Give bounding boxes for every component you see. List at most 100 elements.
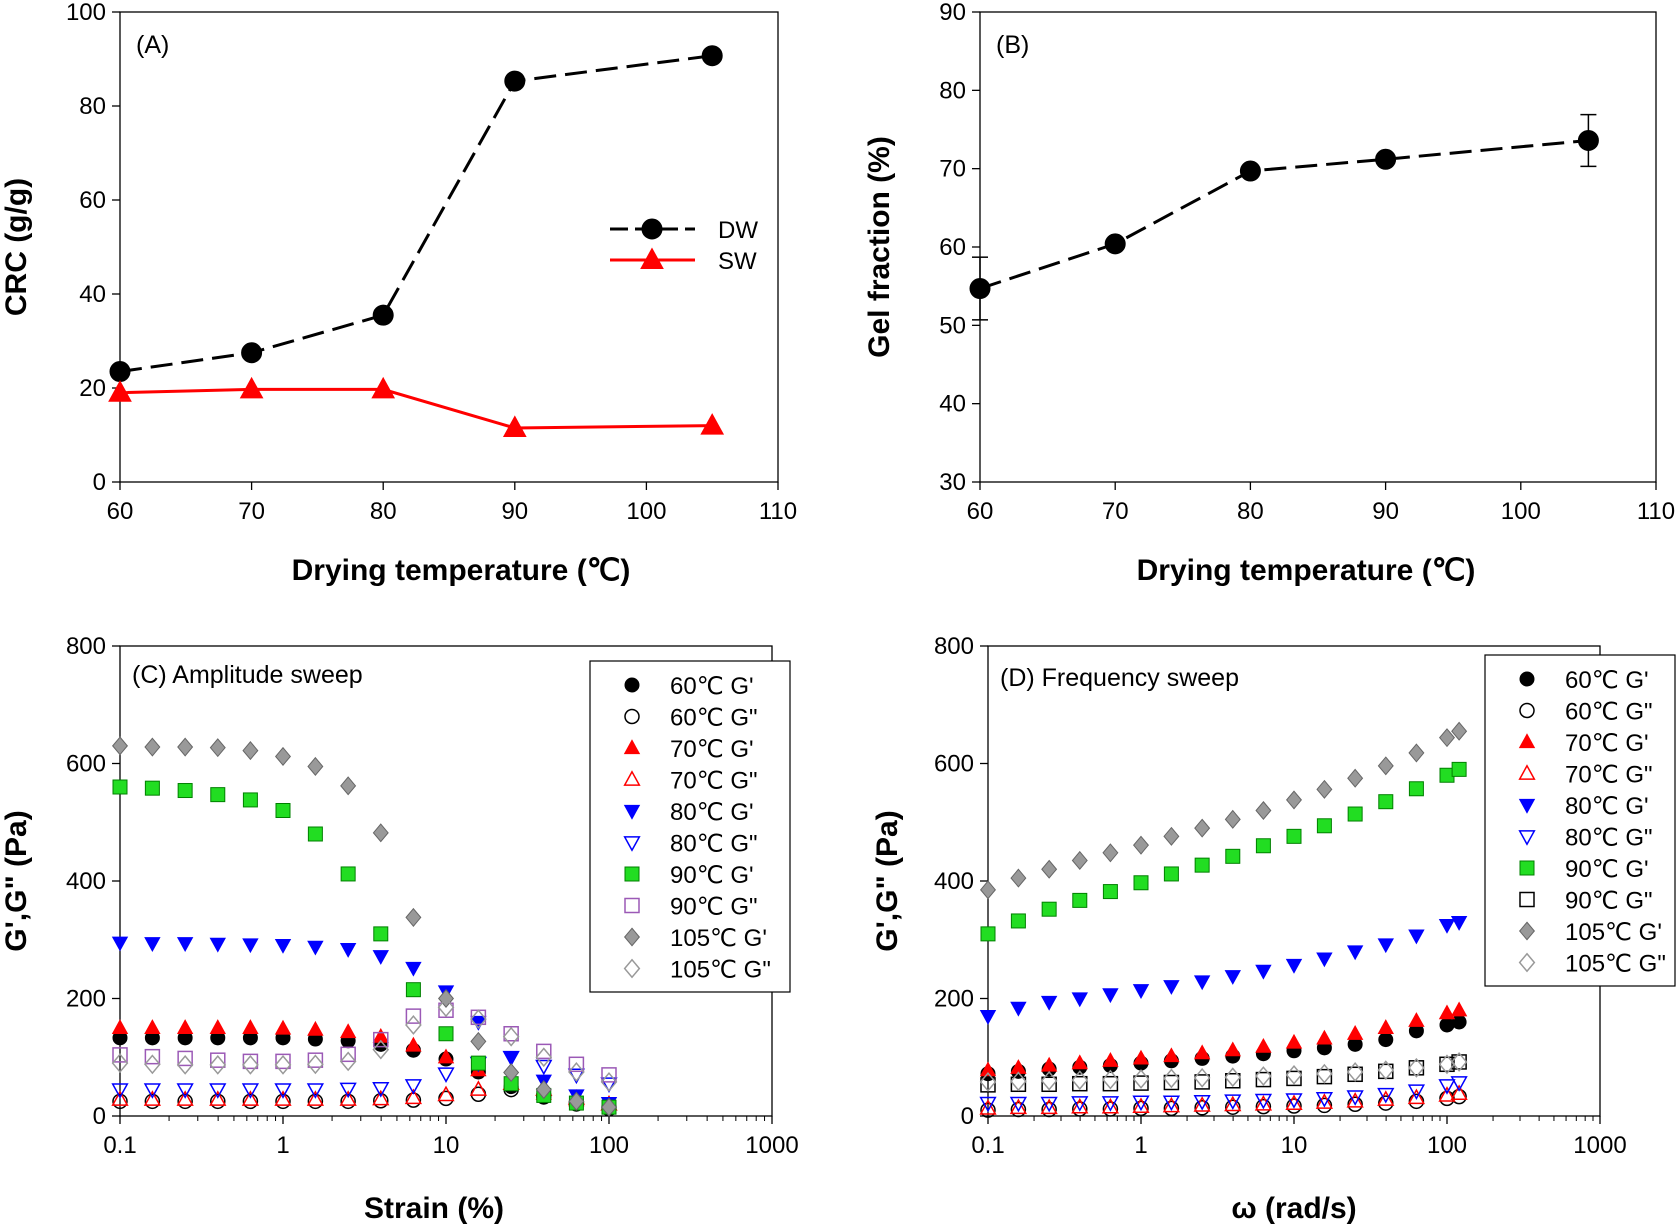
data-point [600, 1077, 618, 1093]
data-point [1254, 1093, 1273, 1110]
y-tick-label: 80 [939, 77, 966, 104]
data-point [1040, 995, 1058, 1011]
data-point [177, 783, 193, 799]
series-dw [109, 45, 723, 383]
data-point [1346, 1092, 1364, 1108]
data-point [980, 1077, 996, 1093]
data-point [535, 1047, 553, 1068]
data-point [1163, 826, 1180, 846]
data-point [209, 1090, 227, 1106]
data-point [1071, 850, 1088, 870]
legend-label: 90℃ G" [1565, 888, 1653, 915]
data-point [144, 1048, 161, 1065]
x-tick-label: 0.1 [971, 1132, 1004, 1159]
series-line [979, 138, 1589, 290]
data-point [1285, 958, 1303, 974]
y-tick-label: 90 [939, 0, 966, 26]
legend-marker [1519, 702, 1535, 719]
data-point [241, 1083, 260, 1099]
data-point [504, 70, 526, 92]
data-point [503, 1026, 519, 1042]
data-point [209, 738, 226, 758]
data-point [1316, 818, 1332, 834]
data-point [143, 1090, 162, 1106]
data-point [1255, 1098, 1272, 1115]
data-point [600, 1072, 618, 1092]
data-point [1224, 970, 1241, 985]
data-point [700, 413, 725, 435]
data-point [340, 866, 356, 882]
y-tick-label: 40 [939, 391, 966, 418]
data-point [1193, 1096, 1211, 1112]
legend-marker [1518, 798, 1536, 814]
data-point [1375, 148, 1397, 170]
data-point [1132, 984, 1150, 1000]
data-point [1224, 1094, 1242, 1110]
x-tick-label: 1000 [1573, 1132, 1626, 1159]
x-axis-title: Drying temperature (℃) [292, 554, 631, 587]
x-axis-title: Strain (%) [364, 1192, 504, 1224]
series-line [119, 387, 713, 430]
data-point [1347, 1096, 1363, 1112]
data-point [372, 823, 389, 843]
data-point [108, 380, 132, 402]
x-tick-label: 1000 [745, 1132, 798, 1159]
data-point [109, 361, 131, 383]
x-tick-label: 1 [276, 1132, 289, 1159]
plot-frame [979, 11, 1657, 483]
legend-marker [1518, 764, 1536, 780]
y-axis-title: Gel fraction (%) [863, 136, 896, 358]
series-105-g [111, 736, 618, 1117]
x-tick-label: 1 [1134, 1132, 1147, 1159]
data-point [1255, 1037, 1272, 1053]
data-point [1377, 1090, 1395, 1106]
x-tick-label: 90 [501, 498, 528, 525]
y-tick-label: 20 [79, 375, 106, 402]
data-point [144, 737, 161, 757]
x-axis-title: Drying temperature (℃) [1137, 554, 1476, 587]
data-point [372, 304, 394, 326]
data-point [405, 1015, 422, 1035]
data-point [1040, 1070, 1058, 1091]
data-point [1041, 859, 1058, 879]
data-point [373, 1092, 389, 1109]
data-point [1132, 1095, 1150, 1112]
data-point [1316, 952, 1333, 968]
y-tick-label: 0 [93, 1103, 106, 1130]
legend-label: 105℃ G" [1565, 951, 1666, 978]
legend-label: 60℃ G" [670, 705, 758, 732]
legend-marker [1519, 860, 1535, 876]
legend-label: 60℃ G" [1565, 699, 1653, 726]
data-point [1239, 160, 1261, 182]
data-point [144, 1019, 161, 1034]
y-axis-title: CRC (g/g) [0, 178, 33, 316]
legend-label: 90℃ G' [1565, 856, 1649, 883]
data-point [1315, 1093, 1334, 1109]
data-point [307, 1020, 324, 1036]
data-point [1010, 913, 1026, 929]
legend-marker [623, 927, 641, 947]
data-point [979, 1061, 997, 1077]
data-point [144, 780, 160, 796]
data-point [1346, 1062, 1364, 1082]
data-point [1163, 1047, 1180, 1063]
data-point [1009, 1096, 1028, 1113]
data-point [1072, 892, 1088, 908]
data-point [1451, 761, 1467, 777]
y-axis-title: G',G" (Pa) [871, 810, 904, 951]
data-point [111, 936, 129, 952]
y-tick-label: 80 [79, 93, 106, 120]
data-point [339, 1090, 357, 1106]
data-point [1286, 1098, 1302, 1114]
legend: 60℃ G' 60℃ G" 70℃ G' 70℃ G" 80℃ G' 80℃ G" 90℃ … [1484, 654, 1676, 987]
data-point [1040, 1098, 1058, 1115]
data-point [275, 1053, 291, 1070]
legend-label: 105℃ G" [670, 957, 771, 984]
data-point [372, 1027, 389, 1043]
data-point [1450, 1084, 1468, 1101]
data-point [1194, 1100, 1210, 1116]
data-point [1010, 1071, 1027, 1092]
legend-marker [641, 218, 663, 240]
data-point [1346, 1090, 1364, 1106]
data-point [274, 1083, 292, 1099]
